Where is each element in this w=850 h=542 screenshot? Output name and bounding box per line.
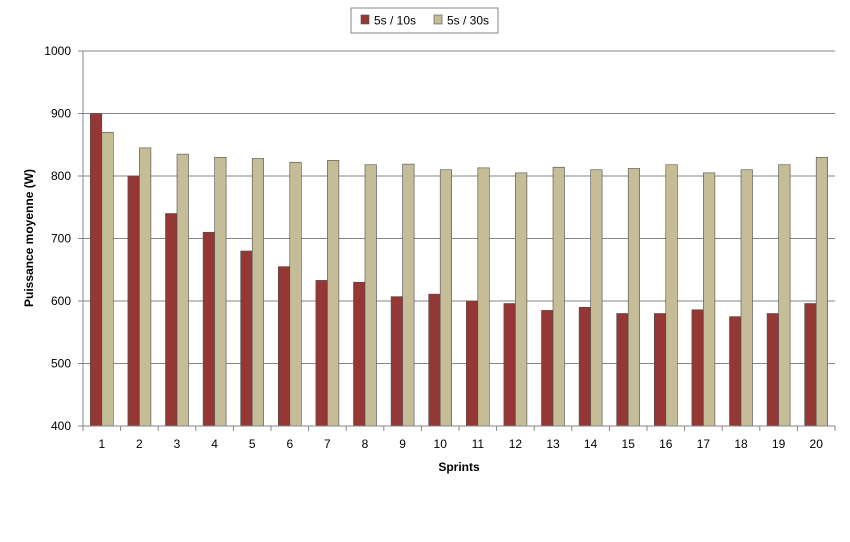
bar-s1-20	[804, 303, 817, 427]
y-tick-label: 400	[51, 419, 71, 433]
legend-label-2: 5s / 30s	[447, 14, 489, 28]
axes	[78, 50, 836, 431]
bar-s2-20	[815, 156, 829, 427]
x-tick-label: 9	[399, 437, 406, 451]
bar-s1-1	[90, 113, 103, 427]
gridlines	[83, 50, 835, 427]
bar-s1-6	[277, 266, 291, 427]
y-tick-labels: 400 500 600 700 800 900 1000	[44, 44, 71, 433]
legend-label-1: 5s / 10s	[374, 14, 416, 28]
legend-swatch-1	[360, 14, 370, 25]
x-tick-label: 19	[772, 437, 786, 451]
bar-s1-12	[503, 303, 516, 427]
y-tick-label: 500	[51, 357, 71, 371]
x-tick-label: 6	[286, 437, 293, 451]
bar-s1-14	[578, 306, 591, 427]
x-tick-label: 17	[697, 437, 711, 451]
bar-s2-10	[439, 169, 453, 427]
bar-s1-17	[691, 309, 704, 427]
x-tick-label: 10	[434, 437, 448, 451]
x-tick-label: 16	[659, 437, 673, 451]
x-tick-label: 20	[810, 437, 824, 451]
bar-s2-4	[214, 156, 227, 427]
x-tick-label: 4	[211, 437, 218, 451]
bar-s1-16	[653, 313, 667, 427]
bar-s2-12	[515, 172, 528, 427]
bar-s1-4	[202, 231, 215, 427]
bar-s1-3	[165, 213, 178, 427]
bar-s1-10	[428, 293, 441, 427]
bar-s2-16	[665, 164, 678, 427]
bar-s2-6	[289, 161, 302, 427]
y-tick-label: 700	[51, 232, 71, 246]
x-tick-label: 8	[362, 437, 369, 451]
x-tick-label: 11	[472, 437, 485, 451]
bar-s1-5	[240, 250, 253, 427]
bar-s2-8	[364, 164, 377, 427]
bar-s2-17	[703, 172, 716, 427]
bar-s1-19	[766, 313, 779, 427]
bar-s2-3	[176, 153, 189, 427]
x-tick-label: 12	[509, 437, 523, 451]
x-tick-label: 2	[136, 437, 143, 451]
y-tick-label: 1000	[44, 44, 71, 58]
y-tick-label: 800	[51, 169, 71, 183]
x-tick-label: 13	[546, 437, 560, 451]
bar-s2-18	[740, 169, 753, 427]
bar-s1-18	[729, 316, 742, 427]
bar-s2-11	[477, 167, 490, 427]
x-tick-label: 5	[249, 437, 256, 451]
bar-marks	[90, 113, 829, 427]
x-tick-label: 14	[584, 437, 598, 451]
bar-s2-7	[327, 160, 340, 427]
bar-s2-14	[590, 169, 603, 427]
bar-s1-13	[541, 310, 554, 427]
x-tick-label: 15	[622, 437, 636, 451]
y-tick-label: 900	[51, 107, 71, 121]
legend-swatch-2	[433, 14, 443, 25]
y-axis-title: Puissance moyenne (W)	[22, 169, 36, 307]
bar-s2-2	[139, 147, 152, 427]
legend: 5s / 10s 5s / 30s	[350, 7, 499, 34]
bar-s1-8	[353, 281, 366, 427]
x-tick-label: 3	[174, 437, 181, 451]
bar-s2-13	[552, 166, 565, 427]
bar-s1-7	[315, 280, 328, 427]
bar-s2-5	[251, 158, 264, 427]
bar-s2-9	[402, 163, 415, 427]
bar-s1-11	[465, 300, 479, 427]
x-tick-label: 18	[734, 437, 748, 451]
bar-s1-2	[127, 175, 140, 427]
x-tick-labels: 1 2 3 4 5 6 7 8 9 10 11 12 13 14 15 16 17 18 19 20	[98, 437, 823, 451]
bar-s1-9	[390, 296, 403, 427]
bar-s1-15	[616, 313, 629, 427]
bar-s2-15	[627, 168, 641, 427]
legend-box	[350, 7, 499, 34]
x-axis-title: Sprints	[438, 460, 480, 474]
x-tick-label: 1	[98, 437, 105, 451]
y-tick-label: 600	[51, 294, 71, 308]
bar-s2-19	[778, 164, 791, 427]
x-tick-label: 7	[324, 437, 331, 451]
bar-s2-1	[101, 131, 114, 427]
